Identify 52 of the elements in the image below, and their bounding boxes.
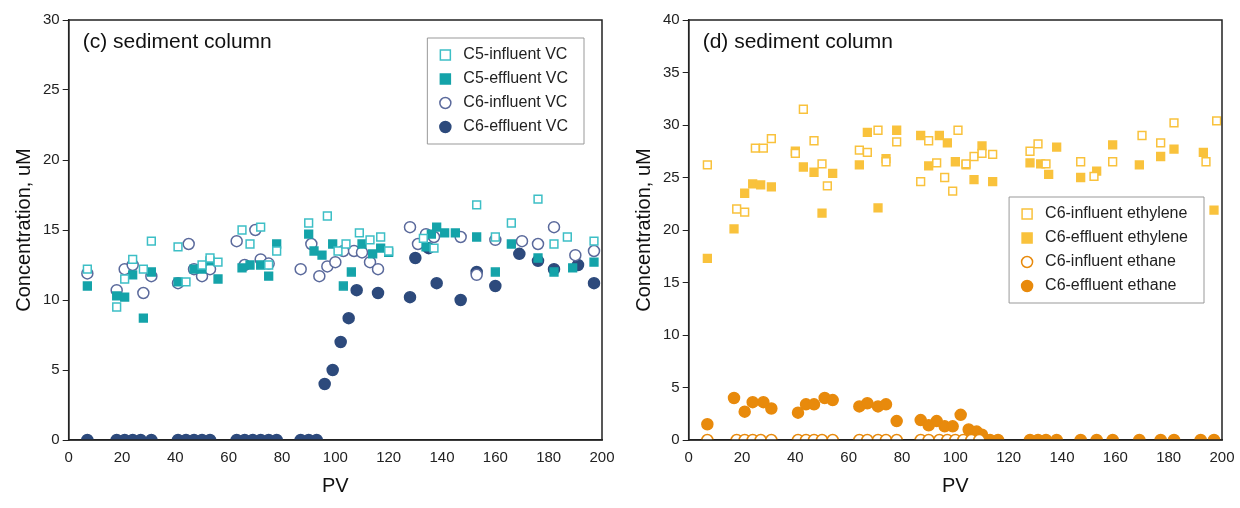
x-tick-label: 0 (64, 448, 73, 466)
x-tick-label: 20 (113, 448, 131, 466)
legend-label: C6-influent ethylene (1045, 204, 1188, 222)
annotation: (d) sediment column (702, 29, 893, 53)
x-tick-label: 40 (167, 448, 184, 466)
y-tick-label: 35 (663, 62, 680, 80)
x-tick-label: 140 (429, 448, 455, 466)
x-tick-label: 120 (376, 448, 402, 466)
x-tick-label: 80 (273, 448, 291, 466)
legend-label: C5-effluent VC (463, 69, 569, 87)
annotation: (c) sediment column (82, 29, 272, 53)
x-tick-label: 200 (589, 448, 615, 466)
legend-label: C6-influent VC (463, 93, 568, 111)
y-tick-label: 10 (43, 290, 60, 308)
x-tick-label: 160 (1102, 448, 1128, 466)
x-tick-label: 140 (1049, 448, 1075, 466)
y-tick-label: 15 (663, 272, 680, 290)
x-tick-label: 20 (733, 448, 751, 466)
x-tick-label: 60 (840, 448, 858, 466)
x-axis-title: PV (322, 473, 350, 496)
legend-label: C6-effluent ethylene (1045, 228, 1189, 246)
x-tick-label: 120 (996, 448, 1022, 466)
y-tick-label: 30 (663, 115, 680, 133)
legend-label: C6-effluent ethane (1045, 276, 1177, 294)
x-tick-label: 160 (482, 448, 508, 466)
x-tick-label: 200 (1209, 448, 1235, 466)
y-tick-label: 0 (671, 430, 680, 448)
x-tick-label: 100 (322, 448, 348, 466)
y-tick-label: 30 (43, 10, 60, 28)
y-tick-label: 5 (51, 360, 60, 378)
y-tick-label: 40 (663, 10, 680, 28)
legend-label: C5-influent VC (463, 45, 568, 63)
y-tick-label: 20 (663, 220, 680, 238)
x-tick-label: 80 (893, 448, 911, 466)
legend-label: C6-influent ethane (1045, 252, 1176, 270)
y-tick-label: 0 (51, 430, 60, 448)
y-tick-label: 5 (671, 377, 680, 395)
y-axis-title: Concentration, uM (11, 148, 34, 312)
legend-label: C6-effluent VC (463, 117, 569, 135)
x-axis-title: PV (942, 473, 970, 496)
x-tick-label: 60 (220, 448, 238, 466)
y-axis-title: Concentration, uM (631, 148, 654, 312)
y-tick-label: 25 (663, 167, 680, 185)
y-tick-label: 20 (43, 150, 60, 168)
y-tick-label: 10 (663, 325, 680, 343)
y-tick-label: 25 (43, 80, 60, 98)
x-tick-label: 180 (536, 448, 562, 466)
x-tick-label: 100 (942, 448, 968, 466)
x-tick-label: 180 (1156, 448, 1182, 466)
y-tick-label: 15 (43, 220, 60, 238)
x-tick-label: 40 (787, 448, 804, 466)
x-tick-label: 0 (684, 448, 693, 466)
